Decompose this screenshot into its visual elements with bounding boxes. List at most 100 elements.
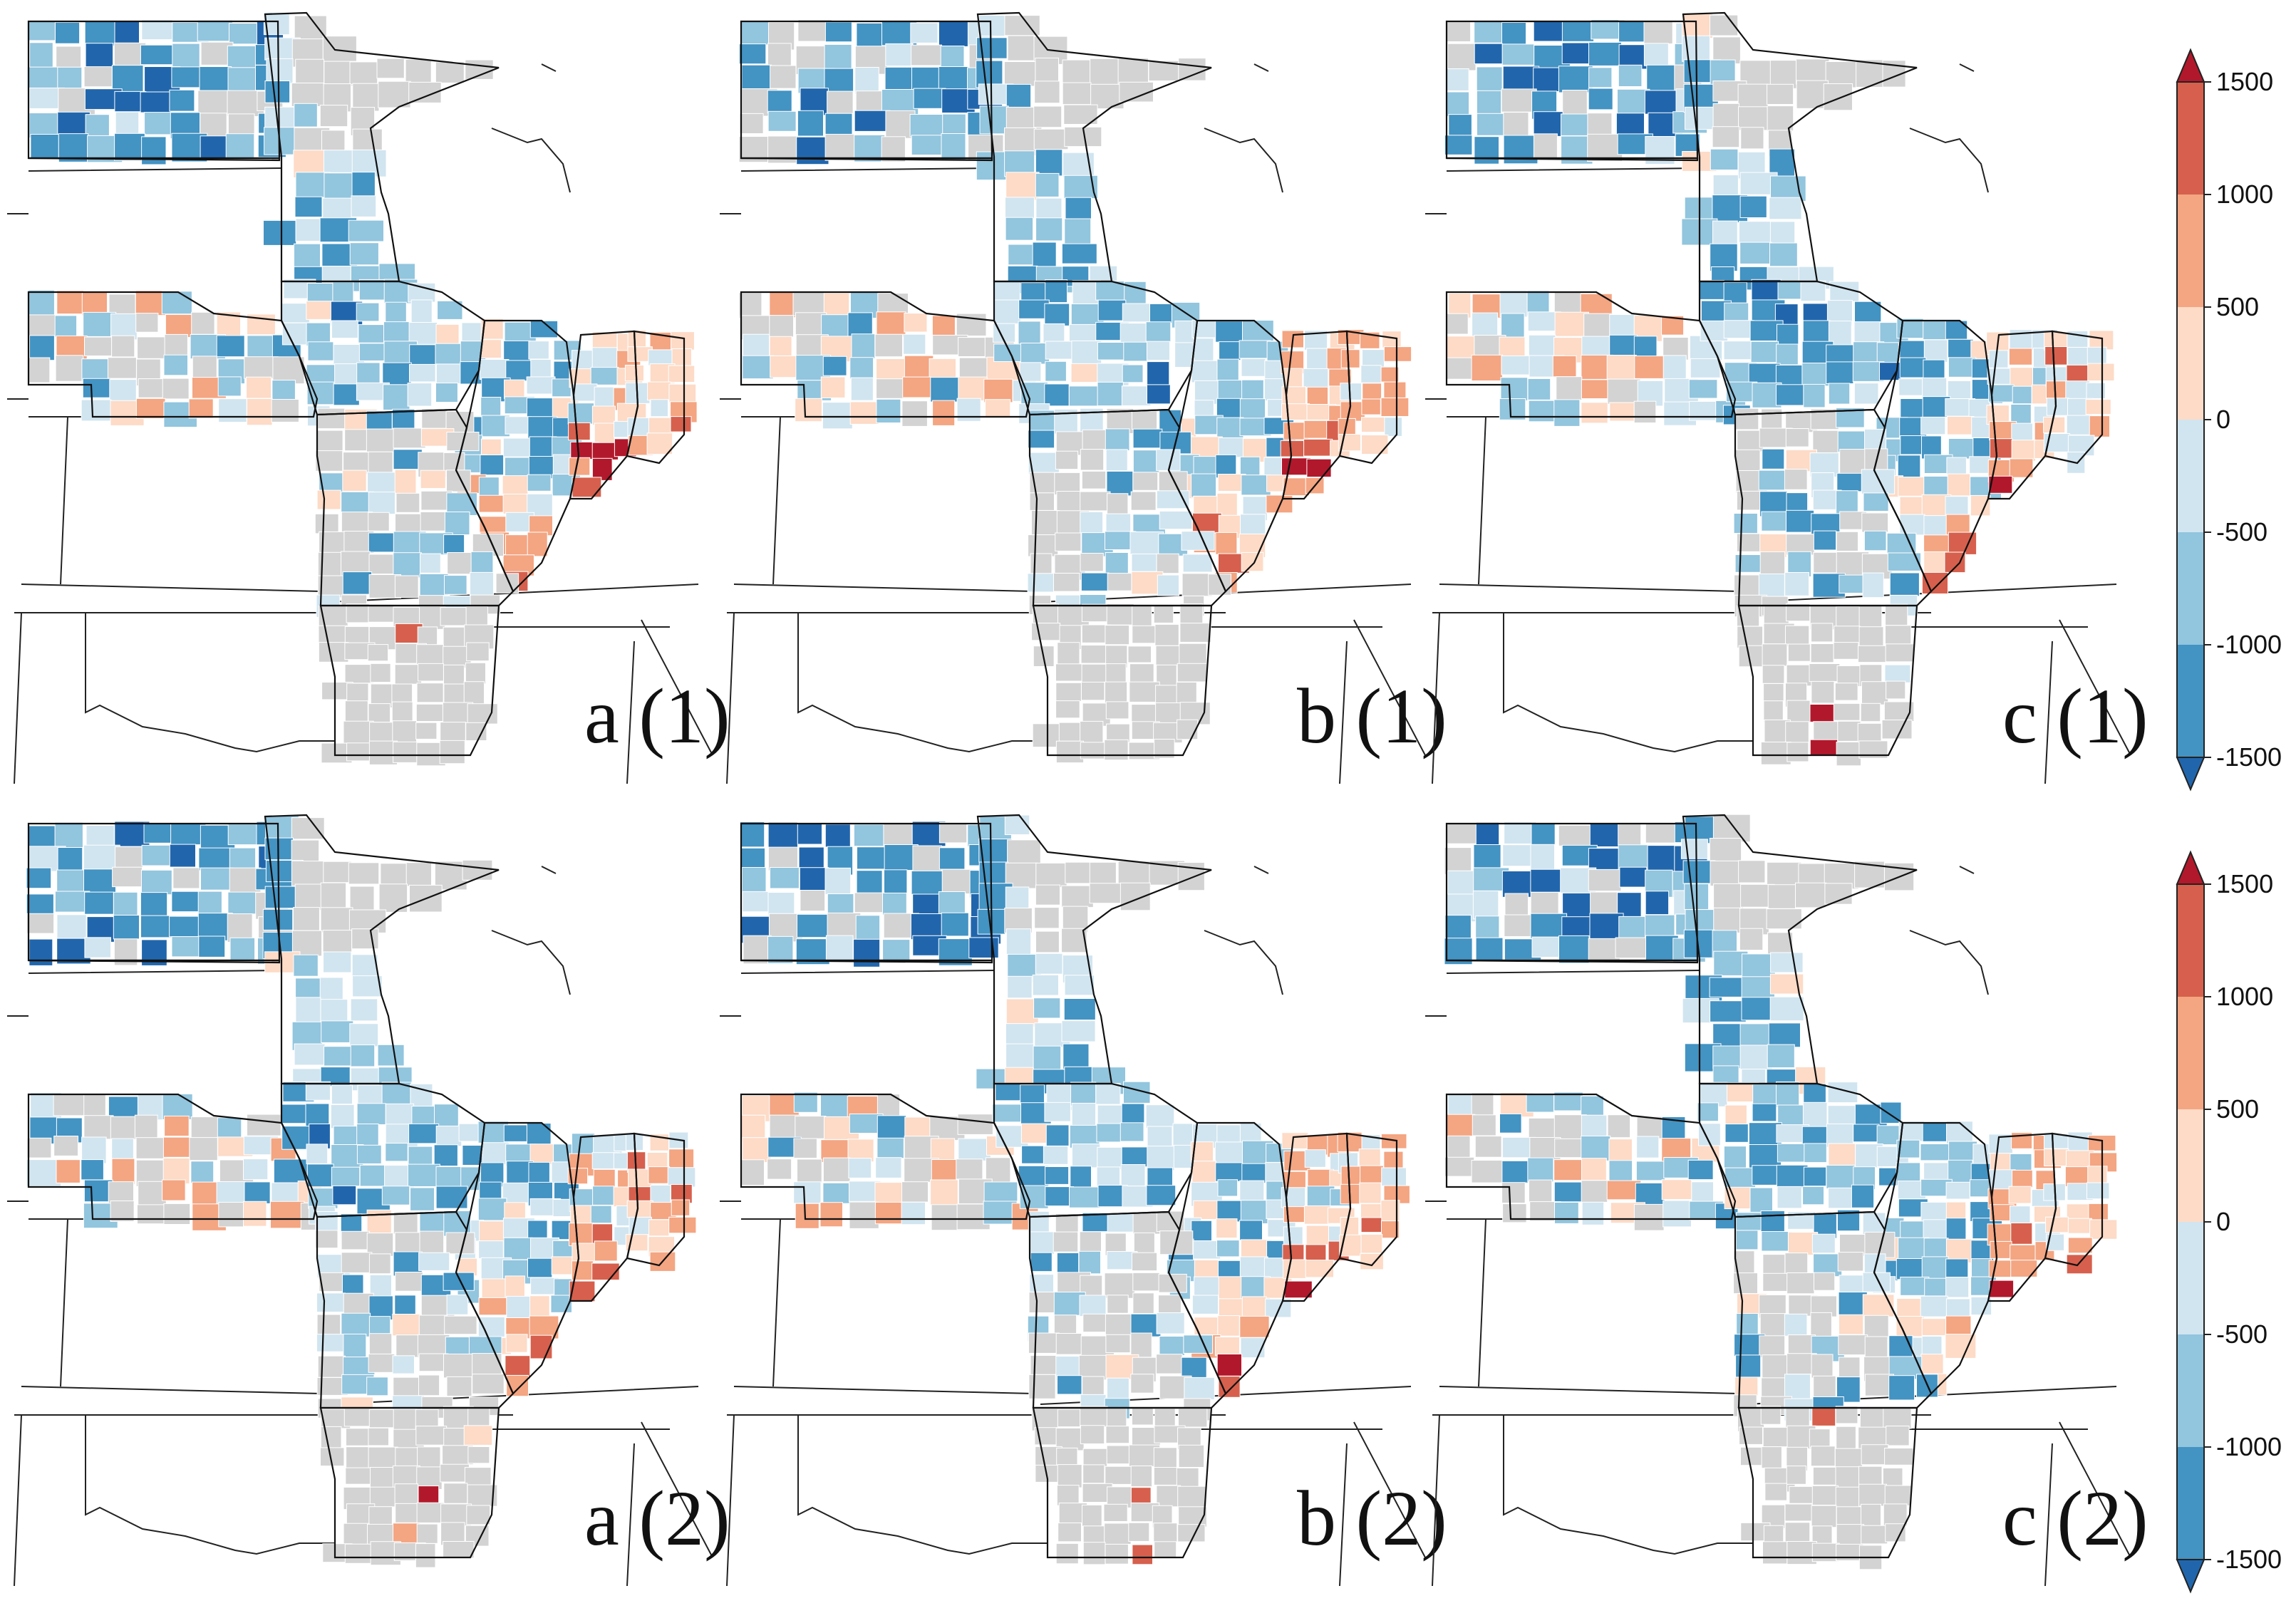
state-counties [1031, 603, 1211, 764]
county-cell [1216, 492, 1238, 517]
county-cell [1688, 379, 1718, 399]
county-cell [1005, 172, 1040, 201]
county-cell [1182, 554, 1213, 573]
county-cell [1064, 975, 1095, 996]
colorbar-body [2176, 850, 2211, 1594]
county-cell [83, 1115, 114, 1140]
county-cell [189, 1137, 218, 1161]
map-panel-c2: c (2) [1425, 814, 2148, 1587]
county-cell [1034, 907, 1060, 929]
county-cell [795, 1203, 819, 1229]
state-outline-sd_w [740, 959, 993, 964]
county-cell [435, 61, 465, 83]
county-cell [1176, 682, 1197, 704]
county-cell [668, 1216, 697, 1234]
county-cell [366, 428, 395, 452]
county-cell [1044, 383, 1070, 407]
county-cell [2010, 1260, 2038, 1277]
county-cell [738, 43, 767, 65]
state-outlines [1445, 11, 2104, 757]
county-cell [1922, 377, 1948, 400]
colorbar-top: 1500 1000 500 0 -500 -1000 -1500 [2176, 48, 2282, 792]
county-cell [378, 81, 411, 108]
county-cell [503, 1124, 529, 1142]
county-cell [1130, 1332, 1152, 1358]
county-cell [1581, 1114, 1608, 1139]
county-cell [854, 67, 879, 95]
county-cell [648, 1166, 671, 1184]
county-cell [1070, 1166, 1092, 1188]
county-cell [376, 58, 405, 79]
county-cell [1945, 1201, 1967, 1220]
county-cell [1306, 458, 1332, 478]
county-cell [26, 1137, 52, 1158]
county-cell [478, 477, 500, 497]
county-cell [1239, 456, 1261, 477]
county-cell [1760, 742, 1791, 765]
county-cell [1306, 386, 1329, 408]
county-cell [1734, 574, 1760, 597]
county-cell [1156, 449, 1181, 471]
colorbar-bin [2177, 532, 2204, 645]
county-cell [1712, 126, 1740, 148]
county-cell [1061, 1020, 1096, 1042]
county-cell [1240, 1200, 1268, 1225]
county-cell [1068, 385, 1101, 407]
county-cell [850, 377, 874, 401]
county-cell [113, 891, 138, 919]
county-cell [1445, 21, 1472, 42]
county-cell [741, 64, 772, 92]
county-cell [343, 1408, 373, 1427]
county-cell [1858, 605, 1883, 628]
county-cell [1147, 384, 1171, 405]
county-cell [1105, 1466, 1136, 1485]
county-cell [1553, 1159, 1583, 1181]
county-cell [1803, 383, 1826, 408]
county-cell [505, 1275, 525, 1300]
county-cell [271, 399, 299, 422]
county-cell [477, 1198, 507, 1221]
county-cell [569, 1223, 594, 1247]
state-counties [1737, 1406, 1914, 1570]
county-cell [1857, 722, 1882, 743]
state-counties [1737, 603, 1915, 767]
county-cell [1159, 510, 1193, 530]
county-cell [162, 1136, 190, 1158]
county-cell [1444, 847, 1472, 875]
county-cell [114, 133, 145, 161]
county-cell [1444, 915, 1472, 941]
county-cell [161, 291, 192, 315]
county-cell [1767, 83, 1794, 105]
county-cell [1216, 1240, 1240, 1258]
county-cell [793, 1091, 818, 1113]
county-cell [1777, 1143, 1808, 1163]
county-cell [1240, 1337, 1266, 1359]
county-cell [359, 1164, 386, 1187]
county-cell [1712, 1045, 1741, 1069]
county-cell [2010, 1244, 2036, 1262]
county-cell [1032, 974, 1060, 996]
county-cell [1096, 1166, 1121, 1188]
county-cell [1861, 1525, 1888, 1545]
county-cell [1633, 400, 1657, 424]
county-cell [1609, 334, 1638, 358]
county-cell [1105, 1426, 1129, 1444]
county-cell [1145, 1104, 1175, 1129]
county-cell [770, 355, 798, 378]
county-cell [857, 846, 889, 870]
county-cell [1552, 355, 1577, 378]
county-cell [1645, 891, 1670, 916]
county-cell [1761, 1231, 1794, 1252]
county-cell [1499, 290, 1528, 318]
county-cell [1474, 20, 1505, 43]
county-cell [1241, 379, 1264, 400]
county-cell [394, 469, 417, 494]
county-cell [1181, 1357, 1207, 1379]
county-cell [572, 477, 602, 498]
county-cell [1008, 244, 1034, 266]
county-cell [477, 1317, 505, 1338]
county-cell [1699, 280, 1724, 300]
county-cell [824, 824, 851, 848]
county-cell [1129, 681, 1160, 702]
county-cell [824, 867, 852, 895]
